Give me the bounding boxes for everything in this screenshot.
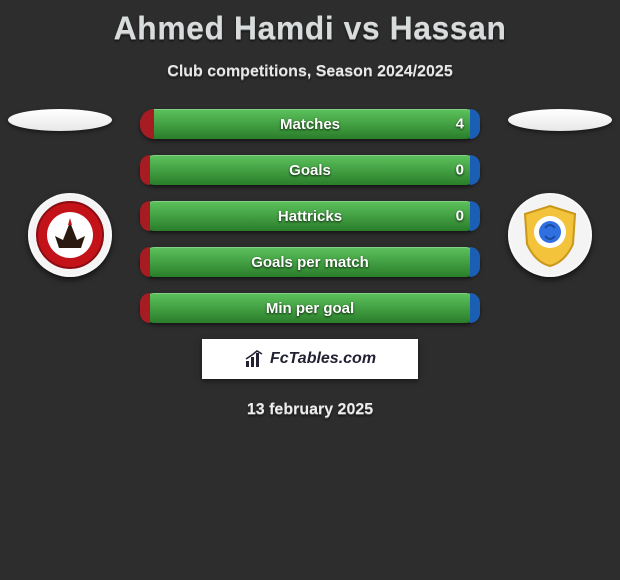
bar-left-fill bbox=[140, 293, 150, 323]
comparison-arena: Matches 4 Goals 0 Hattricks 0 Goals per match M… bbox=[0, 109, 620, 419]
stat-bar: Hattricks 0 bbox=[140, 201, 480, 231]
bar-label: Goals per match bbox=[251, 254, 369, 271]
brand-box[interactable]: FcTables.com bbox=[202, 339, 418, 379]
player-ellipse-left bbox=[8, 109, 112, 131]
bar-label: Matches bbox=[280, 116, 340, 133]
ismaily-icon bbox=[515, 200, 585, 270]
stat-bar: Matches 4 bbox=[140, 109, 480, 139]
brand-label: FcTables.com bbox=[270, 350, 376, 368]
page-title: Ahmed Hamdi vs Hassan bbox=[0, 0, 620, 47]
date-label: 13 february 2025 bbox=[0, 401, 620, 419]
stat-bar: Goals 0 bbox=[140, 155, 480, 185]
bar-value-right: 0 bbox=[456, 208, 464, 225]
subtitle: Club competitions, Season 2024/2025 bbox=[0, 63, 620, 81]
bar-value-right: 0 bbox=[456, 162, 464, 179]
stat-bars: Matches 4 Goals 0 Hattricks 0 Goals per match M… bbox=[140, 109, 480, 323]
player-ellipse-right bbox=[508, 109, 612, 131]
club-badge-left bbox=[28, 193, 112, 277]
bar-left-fill bbox=[140, 201, 150, 231]
bar-left-fill bbox=[140, 155, 150, 185]
club-badge-right bbox=[508, 193, 592, 277]
stat-bar: Goals per match bbox=[140, 247, 480, 277]
al-ahly-icon bbox=[35, 200, 105, 270]
bar-value-right: 4 bbox=[456, 116, 464, 133]
chart-icon bbox=[244, 349, 264, 369]
bar-label: Min per goal bbox=[266, 300, 354, 317]
stat-bar: Min per goal bbox=[140, 293, 480, 323]
bar-left-fill bbox=[140, 247, 150, 277]
bar-label: Goals bbox=[289, 162, 331, 179]
bar-label: Hattricks bbox=[278, 208, 342, 225]
